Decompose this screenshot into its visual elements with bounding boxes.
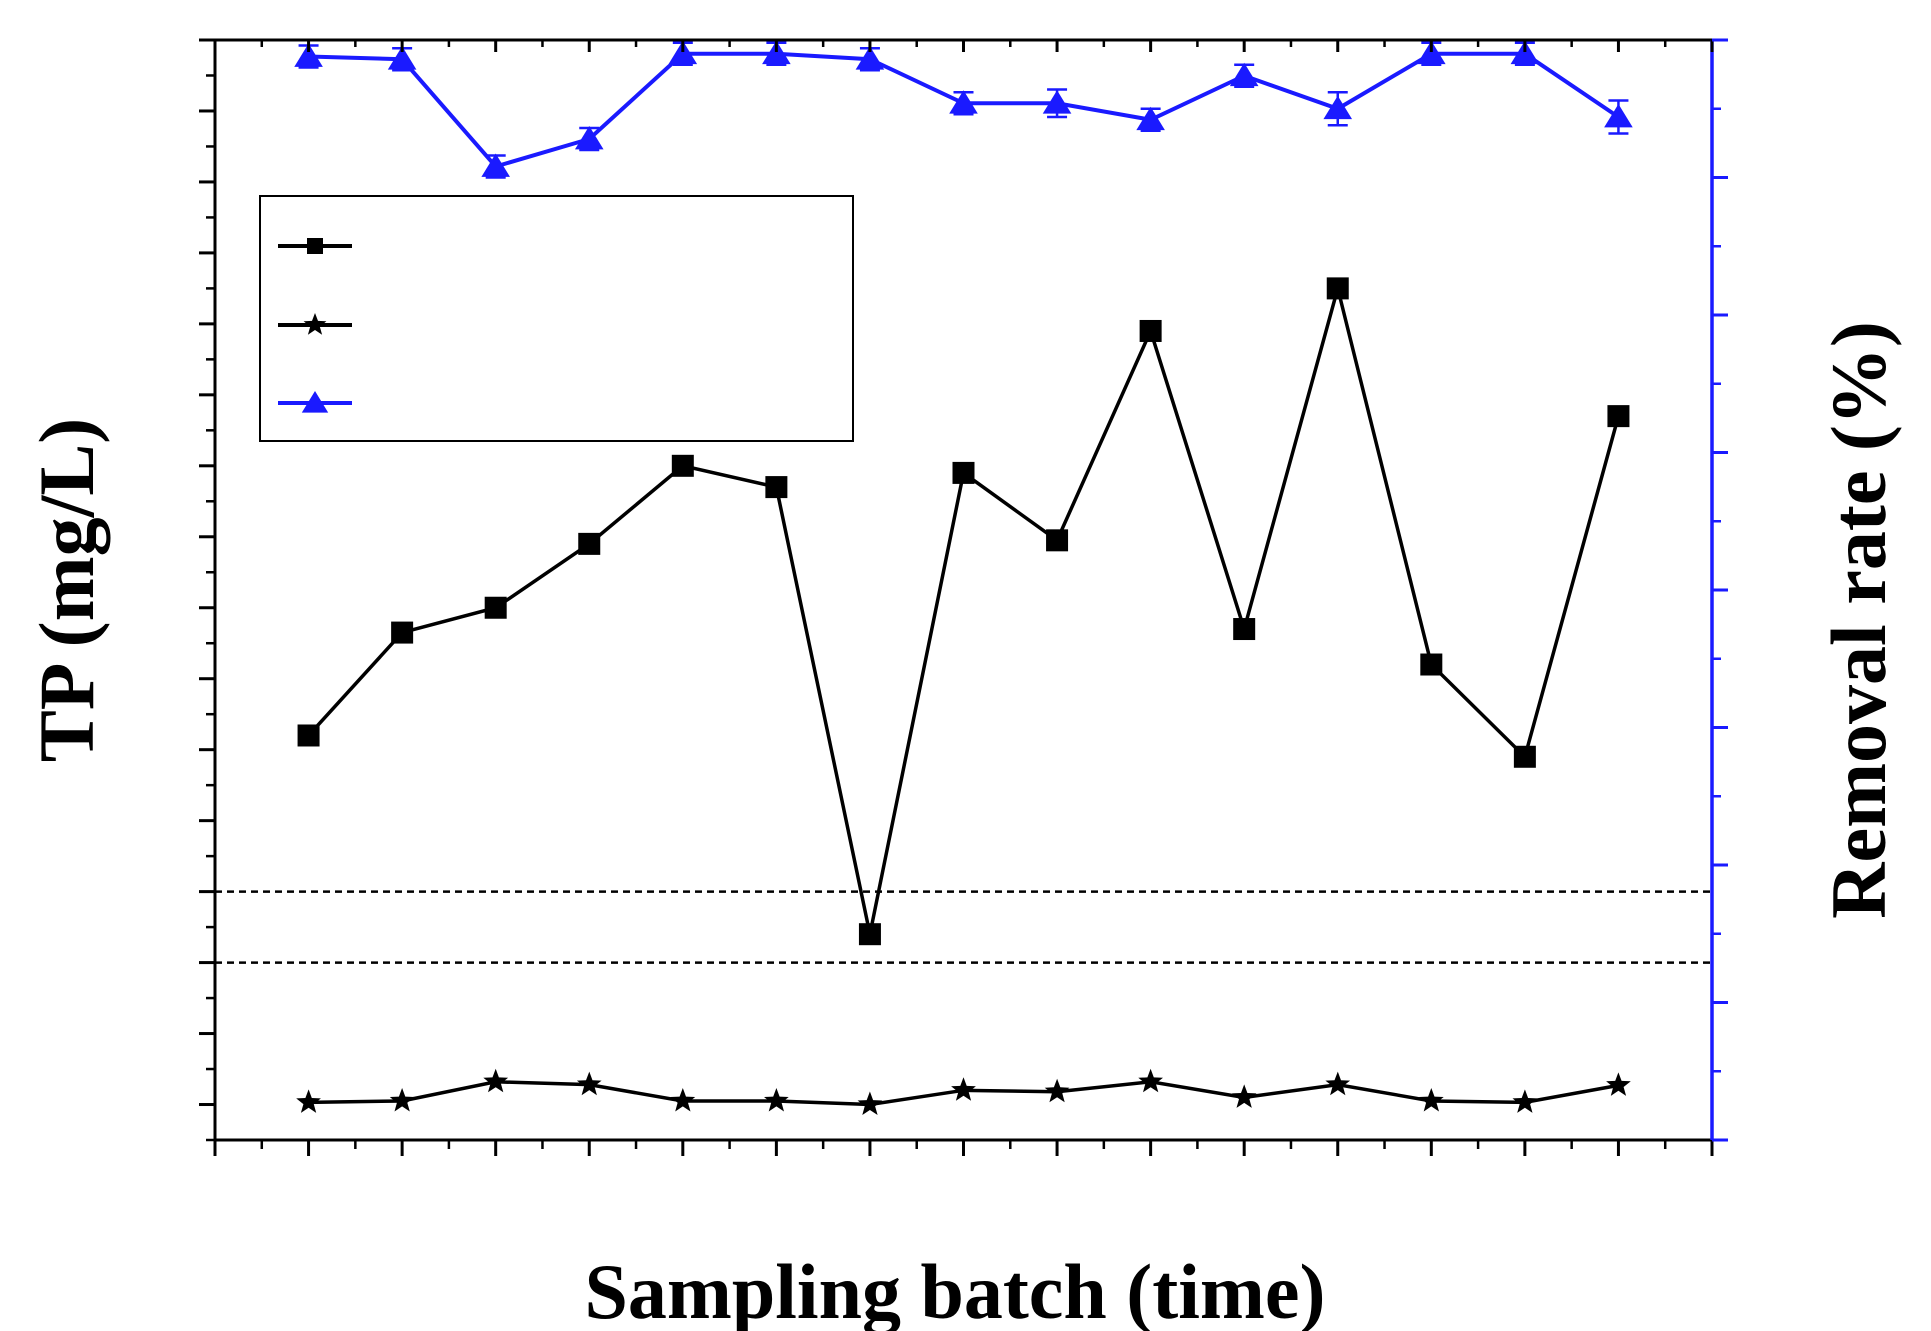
legend [259, 195, 854, 442]
data-point [951, 1077, 976, 1101]
data-point [855, 46, 885, 70]
legend-marker [303, 313, 327, 335]
data-point [481, 153, 510, 177]
reference-lines [215, 890, 1712, 964]
data-point [1326, 277, 1349, 300]
data-point [1510, 40, 1540, 65]
data-point [668, 40, 698, 65]
series-after-adsorption [296, 1068, 1631, 1115]
legend-marker [301, 391, 329, 413]
data-point [1231, 1084, 1257, 1108]
data-point [1139, 319, 1162, 342]
data-point [296, 1089, 321, 1113]
axes [199, 38, 1728, 1156]
data-point [387, 46, 417, 70]
data-point [765, 476, 788, 499]
data-point [1044, 1078, 1070, 1103]
data-point [297, 724, 320, 747]
data-point [576, 1071, 602, 1096]
data-point [574, 126, 604, 150]
data-point [1607, 405, 1630, 428]
series-before-adsorption [297, 277, 1630, 946]
data-point [949, 90, 978, 114]
data-point [1418, 1088, 1444, 1112]
data-point [1325, 1071, 1351, 1096]
data-point [1042, 90, 1072, 114]
data-point [1512, 1089, 1538, 1113]
data-point [1138, 1068, 1163, 1093]
data-point [670, 1088, 696, 1112]
data-point [1420, 653, 1443, 676]
legend-box [259, 195, 854, 442]
data-point [484, 596, 507, 619]
data-point [1136, 106, 1165, 131]
data-point [1229, 62, 1259, 87]
legend-marker [307, 238, 323, 254]
data-point [952, 461, 975, 484]
y-axis-label: TP (mg/L) [23, 418, 110, 763]
data-point [1417, 40, 1446, 65]
data-point [578, 532, 601, 555]
y2-axis-label: Removal rate (%) [1815, 321, 1902, 919]
data-point [1323, 95, 1353, 120]
data-point [857, 1091, 883, 1115]
series-layer [294, 40, 1633, 1115]
data-point [1513, 745, 1536, 768]
legend-item [278, 238, 352, 254]
data-point [1046, 529, 1069, 552]
legend-item [278, 313, 352, 335]
legend-items [278, 238, 352, 413]
data-point [483, 1068, 509, 1093]
data-point [389, 1088, 415, 1112]
legend-item [278, 391, 352, 413]
data-point [858, 923, 881, 946]
data-point [671, 454, 694, 477]
data-point [1606, 1072, 1631, 1096]
data-point [294, 43, 323, 67]
data-point [1604, 104, 1633, 128]
data-point [1233, 618, 1256, 641]
data-point [762, 40, 791, 65]
data-point [391, 621, 414, 644]
data-point [764, 1088, 789, 1112]
x-axis-label: Sampling batch (time) [585, 1248, 1326, 1331]
series-removal-rate [294, 40, 1633, 179]
